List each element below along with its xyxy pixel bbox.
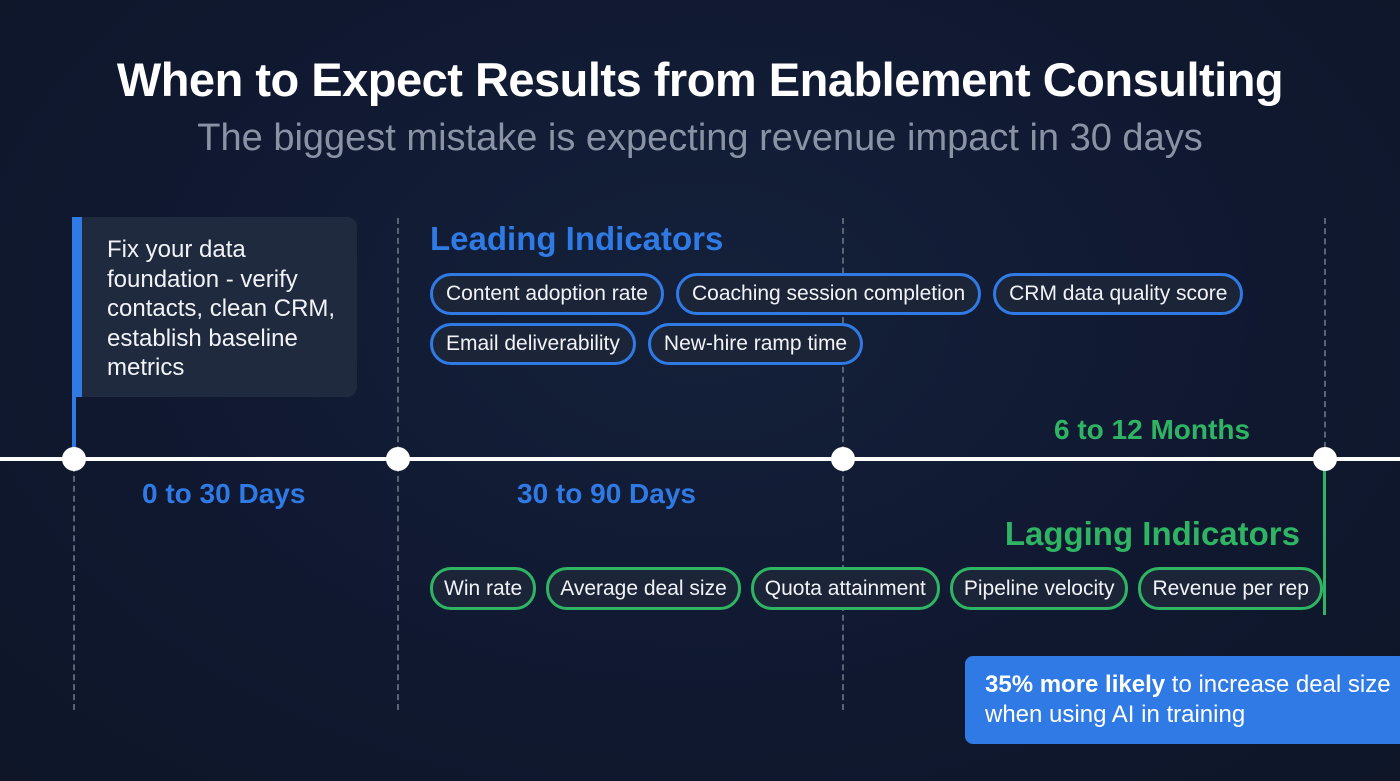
phase-1-text: Fix your data foundation - verify contac…	[107, 236, 336, 381]
leading-indicators-row-2: Email deliverability New-hire ramp time	[430, 323, 864, 365]
lagging-chip: Win rate	[430, 567, 537, 610]
period-label-0-30: 0 to 30 Days	[142, 478, 306, 509]
timeline-node-0	[62, 447, 86, 471]
leading-chip: New-hire ramp time	[647, 323, 864, 365]
lagging-chip: Quota attainment	[750, 567, 940, 610]
leading-indicators-row-1: Content adoption rate Coaching session c…	[430, 273, 1244, 315]
stat-callout: 35% more likely to increase deal size wh…	[965, 656, 1400, 744]
divider-6-months	[1324, 218, 1326, 458]
timeline-axis	[0, 457, 1400, 461]
leading-chip: Coaching session completion	[675, 273, 982, 315]
leading-chip: Content adoption rate	[430, 273, 664, 315]
stat-highlight: 35% more likely	[985, 671, 1166, 698]
period-label-30-90: 30 to 90 Days	[517, 478, 696, 509]
lagging-chip: Revenue per rep	[1138, 567, 1323, 610]
timeline-node-6m	[1313, 447, 1337, 471]
lagging-indicators-heading: Lagging Indicators	[1004, 515, 1300, 552]
leading-chip: CRM data quality score	[993, 273, 1244, 315]
page-subtitle: The biggest mistake is expecting revenue…	[197, 117, 1203, 159]
lagging-chip: Pipeline velocity	[949, 567, 1129, 610]
page-title: When to Expect Results from Enablement C…	[116, 53, 1284, 106]
lagging-stem	[1323, 460, 1326, 615]
timeline-node-90	[831, 447, 855, 471]
leading-indicators-heading: Leading Indicators	[430, 220, 724, 257]
phase-1-card: Fix your data foundation - verify contac…	[72, 217, 357, 397]
leading-chip: Email deliverability	[430, 323, 636, 365]
lagging-indicators-row: Win rate Average deal size Quota attainm…	[430, 567, 1323, 610]
lagging-chip: Average deal size	[546, 567, 741, 610]
timeline-node-30	[386, 447, 410, 471]
stat-text: to increase deal size when using AI in t…	[985, 671, 1391, 728]
period-label-6-12: 6 to 12 Months	[1054, 414, 1251, 445]
